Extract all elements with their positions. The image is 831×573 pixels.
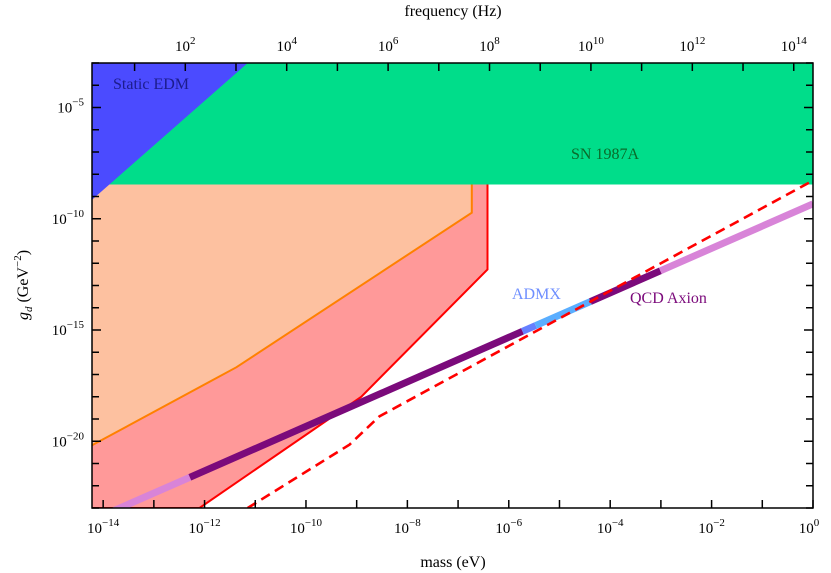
sn-1987a-fill [92, 63, 813, 185]
y-tick-label: 10−15 [52, 319, 85, 339]
top-tick-label: 102 [175, 35, 196, 55]
top-tick-label: 1012 [679, 35, 705, 55]
x-axis-title: mass (eV) [420, 554, 485, 571]
orange-region-boundary [92, 184, 473, 447]
dashed-projection-line [247, 179, 813, 508]
y-axis-title: gd(GeV−2) [12, 250, 35, 320]
qcd-axion-segment-1 [188, 328, 524, 481]
region-label-sn1987a: SN 1987A [571, 146, 639, 163]
qcd-axion-segment-5 [658, 200, 813, 275]
top-axis-title: frequency (Hz) [404, 3, 501, 20]
static-edm-fill [92, 63, 248, 200]
x-tick-label: 10−10 [290, 517, 323, 537]
top-tick-label: 106 [378, 35, 399, 55]
top-tick-label: 1014 [781, 35, 808, 55]
y-tick-label: 10−20 [52, 430, 85, 450]
qcd-axion-segment-2 [521, 322, 538, 335]
x-tick-label: 10−4 [597, 517, 624, 537]
x-tick-label: 10−12 [188, 517, 220, 537]
plot-frame [91, 62, 814, 509]
label-qcd-axion: QCD Axion [630, 290, 707, 307]
x-tick-label: 10−6 [495, 517, 522, 537]
label-admx: ADMX [512, 286, 561, 303]
qcd-axion-segment-4 [589, 267, 662, 305]
ticks: 10−14 10−12 10−10 10−8 10−6 10−4 10−2 100 102 104… [52, 35, 820, 537]
region-label-static-edm: Static EDM [113, 76, 189, 93]
x-tick-label: 10−14 [87, 517, 120, 537]
orange-region-fill [92, 184, 472, 446]
x-tick-label: 10−2 [698, 517, 725, 537]
top-tick-label: 108 [479, 35, 500, 55]
y-tick-label: 10−5 [57, 97, 84, 117]
x-tick-label: 100 [799, 517, 820, 537]
y-tick-label: 10−10 [52, 208, 85, 228]
plot-area [92, 63, 813, 508]
qcd-axion-segment-0 [111, 474, 192, 508]
red-region-boundary [92, 184, 489, 508]
x-tick-label: 10−8 [394, 517, 421, 537]
top-tick-label: 1010 [578, 35, 605, 55]
top-tick-label: 104 [276, 35, 297, 55]
